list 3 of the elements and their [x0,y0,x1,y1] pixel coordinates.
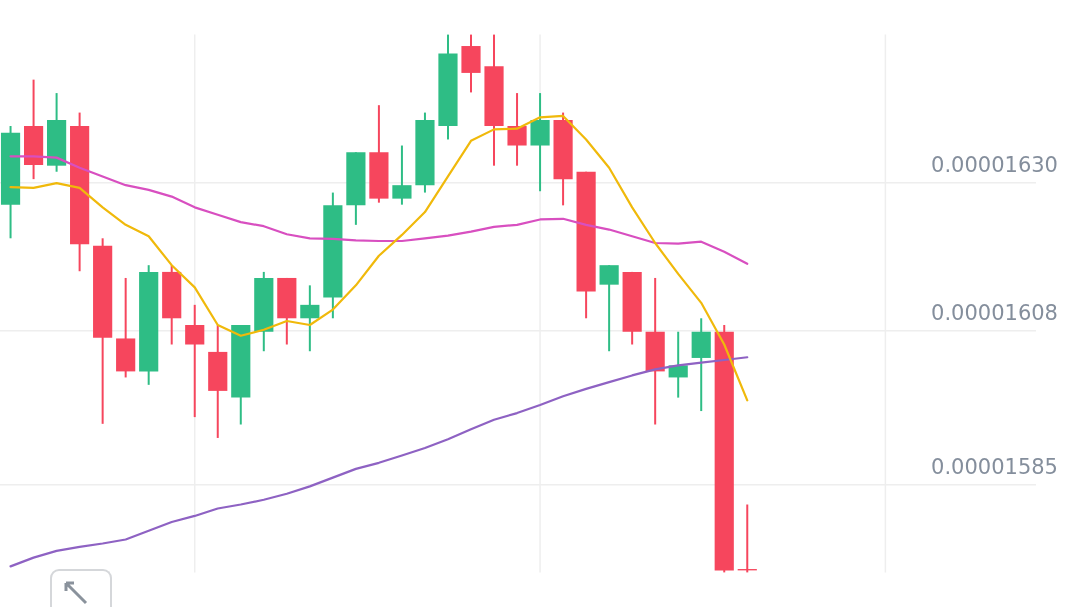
y-tick-label: 0.00001608 [931,300,1058,325]
y-tick-label: 0.00001630 [931,152,1058,177]
y-tick-label: 0.00001585 [931,455,1058,480]
